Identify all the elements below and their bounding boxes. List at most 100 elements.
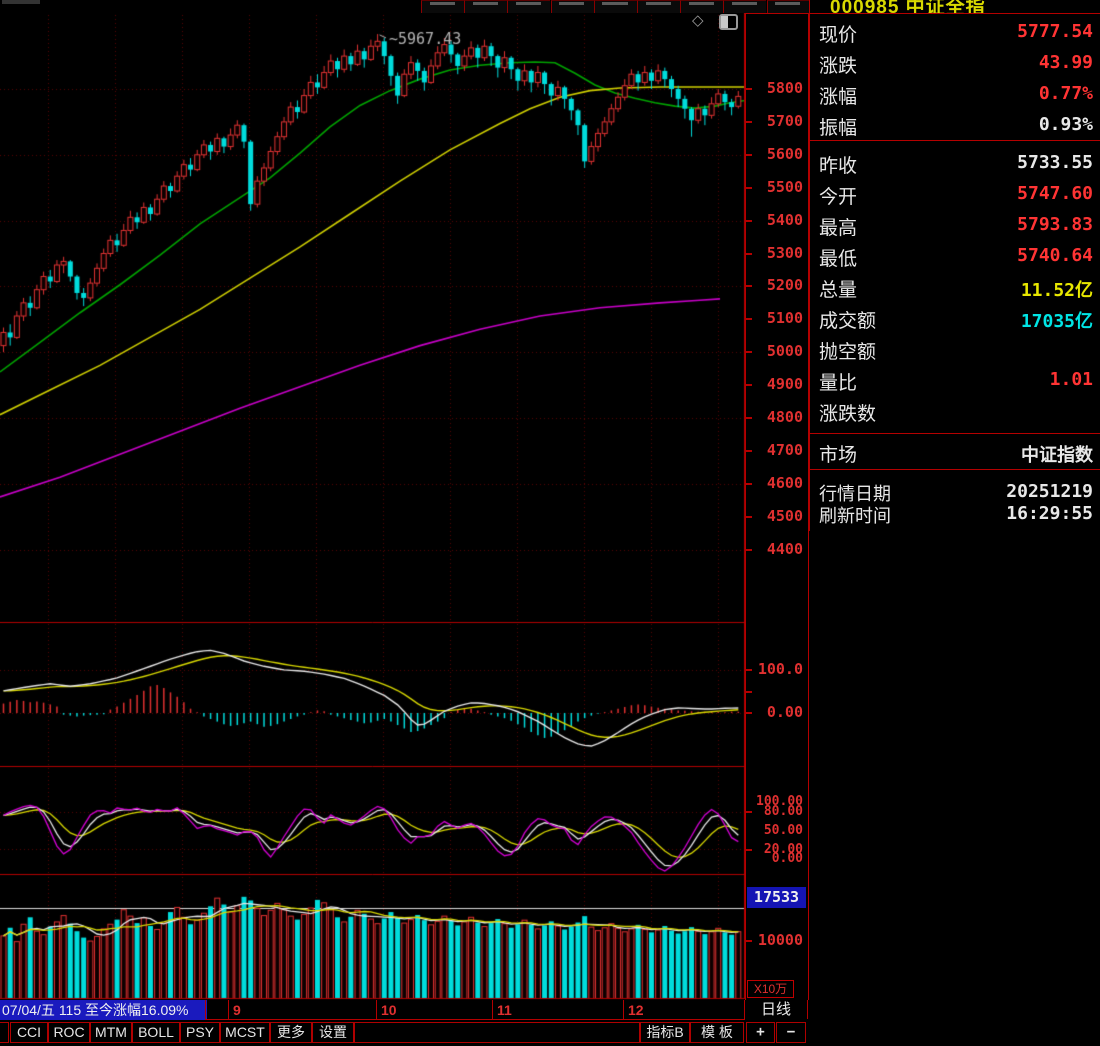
volume-tick-label: 10000 bbox=[757, 931, 803, 949]
quote-row-value: 0.93% bbox=[1038, 114, 1093, 135]
quote-info-value: 20251219 bbox=[1006, 481, 1093, 502]
toolbar-tab-roc[interactable]: ROC bbox=[48, 1022, 90, 1043]
zoom-out-button[interactable]: − bbox=[776, 1022, 806, 1043]
menu-tab-label-cutoff bbox=[515, 2, 542, 5]
quote-row-value: 5777.54 bbox=[1017, 21, 1093, 42]
toolbar-tab-更多[interactable]: 更多 bbox=[270, 1022, 312, 1043]
quote-row-value: 5733.55 bbox=[1017, 152, 1093, 173]
month-cell: 12 bbox=[623, 1000, 745, 1020]
menu-tab-label-cutoff bbox=[559, 2, 585, 5]
quote-row-label: 最高 bbox=[819, 218, 858, 239]
menu-tab[interactable] bbox=[507, 0, 551, 13]
price-tick-label: 5700 bbox=[766, 111, 803, 130]
price-tick-dash bbox=[746, 186, 752, 189]
quote-row-label: 涨跌 bbox=[819, 56, 858, 77]
menu-tab-label-cutoff bbox=[602, 2, 628, 5]
price-tick-dash bbox=[746, 548, 752, 551]
menu-tab-label-cutoff bbox=[472, 2, 498, 5]
quote-row-value: 5793.83 bbox=[1017, 214, 1093, 235]
quote-row: 成交额 17035亿 bbox=[810, 301, 1100, 332]
quote-row-value: 17035亿 bbox=[1020, 311, 1093, 332]
split-view-icon[interactable] bbox=[719, 14, 738, 30]
menu-tab[interactable] bbox=[723, 0, 767, 13]
quote-info-row: 行情日期 20251219 bbox=[810, 479, 1100, 504]
quote-row-value: 5740.64 bbox=[1017, 245, 1093, 266]
menu-tab[interactable] bbox=[680, 0, 724, 13]
price-tick-dash bbox=[746, 120, 752, 123]
quote-row: 涨跌 43.99 bbox=[810, 46, 1100, 77]
menu-tab-label-cutoff bbox=[775, 2, 801, 5]
indicator-b-button[interactable]: 指标B bbox=[640, 1022, 690, 1043]
price-tick-dash bbox=[746, 318, 752, 321]
price-tick-label: 5100 bbox=[766, 309, 803, 328]
menu-tab[interactable] bbox=[637, 0, 680, 13]
macd-tick-label: 0.00 bbox=[766, 703, 803, 721]
toolbar-tab-boll[interactable]: BOLL bbox=[132, 1022, 180, 1043]
toolbar-tab-cutoff[interactable] bbox=[0, 1022, 9, 1043]
price-tick-label: 5200 bbox=[766, 276, 803, 295]
menu-tab[interactable] bbox=[593, 0, 637, 13]
month-cell: 11 bbox=[492, 1000, 624, 1020]
quote-row-label: 量比 bbox=[819, 373, 858, 394]
menu-tab-label-cutoff bbox=[429, 2, 455, 5]
menu-tab[interactable] bbox=[421, 0, 464, 13]
macd-tick-dash bbox=[746, 712, 752, 714]
menu-tab[interactable] bbox=[766, 0, 810, 13]
menu-tab[interactable] bbox=[464, 0, 508, 13]
quote-row-label: 昨收 bbox=[819, 156, 858, 177]
quote-title-clip: 000985 中证全指 bbox=[810, 0, 1100, 13]
toolbar-tab-mtm[interactable]: MTM bbox=[90, 1022, 132, 1043]
toolbar-tab-psy[interactable]: PSY bbox=[180, 1022, 220, 1043]
quote-info-value: 16:29:55 bbox=[1006, 503, 1093, 524]
template-button[interactable]: 模 板 bbox=[690, 1022, 744, 1043]
quote-row-value: 43.99 bbox=[1038, 52, 1093, 73]
kdj-tick-dash bbox=[746, 811, 752, 813]
kdj-tick-label: 80.00 bbox=[763, 804, 803, 819]
price-tick-label: 5400 bbox=[766, 210, 803, 229]
month-label: 11 bbox=[497, 1002, 512, 1018]
price-tick-label: 4600 bbox=[766, 473, 803, 492]
price-tick-dash bbox=[746, 449, 752, 452]
price-tick-label: 5000 bbox=[766, 342, 803, 361]
month-cell: 10 bbox=[376, 1000, 493, 1020]
quote-row-value: 0.77% bbox=[1038, 83, 1093, 104]
menu-tab[interactable] bbox=[550, 0, 594, 13]
kdj-tick-label: 100.00 bbox=[756, 794, 803, 809]
price-tick-dash bbox=[746, 482, 752, 485]
price-tick-dash bbox=[746, 515, 752, 518]
zoom-in-button[interactable]: + bbox=[746, 1022, 775, 1043]
toolbar-tab-mcst[interactable]: MCST bbox=[220, 1022, 270, 1043]
month-label: 10 bbox=[381, 1002, 397, 1018]
toolbar-tab-设置[interactable]: 设置 bbox=[312, 1022, 354, 1043]
price-tick-dash bbox=[746, 153, 752, 156]
toolbar-spacer bbox=[354, 1022, 640, 1043]
quote-row-value: 1.01 bbox=[1049, 369, 1093, 390]
macd-tick-dash bbox=[746, 691, 752, 693]
quote-row-label: 总量 bbox=[819, 280, 858, 301]
volume-tick-dash bbox=[746, 940, 752, 942]
date-axis-row: 07/04/五 115 至今涨幅16.09% 9 10 11 12 日线 bbox=[0, 1000, 808, 1020]
range-summary-cell[interactable]: 07/04/五 115 至今涨幅16.09% bbox=[0, 1000, 207, 1020]
quote-info-row: 刷新时间 16:29:55 bbox=[810, 501, 1100, 526]
quote-row: 涨幅 0.77% bbox=[810, 77, 1100, 108]
quote-row: 抛空额 bbox=[810, 332, 1100, 363]
menu-tab-label-cutoff bbox=[645, 2, 671, 5]
price-tick-dash bbox=[746, 88, 752, 90]
volume-unit-label: X10万 bbox=[747, 980, 794, 998]
price-axis-column: 17533 X10万 5800 5700 5600 5500 5400 5300 5200 5… bbox=[745, 13, 809, 1000]
quote-row-label: 涨幅 bbox=[819, 87, 858, 108]
kdj-tick-dash bbox=[746, 849, 752, 851]
diamond-marker-icon[interactable]: ◇ bbox=[692, 12, 704, 29]
quote-row-label: 振幅 bbox=[819, 118, 858, 139]
candlestick-chart-canvas[interactable] bbox=[0, 13, 745, 1000]
quote-row: 今开 5747.60 bbox=[810, 177, 1100, 208]
price-tick-label: 5800 bbox=[766, 79, 803, 97]
quote-row-value: 11.52亿 bbox=[1020, 280, 1093, 301]
quote-panel: 000985 中证全指 现价 5777.54 涨跌 43.99 涨幅 0.77% 振幅 0.9… bbox=[809, 0, 1100, 531]
quote-row-label: 现价 bbox=[819, 25, 858, 46]
window-corner-icon bbox=[2, 0, 40, 4]
month-label: 12 bbox=[628, 1002, 644, 1018]
period-daily-button[interactable]: 日线 bbox=[744, 1000, 808, 1019]
toolbar-tab-cci[interactable]: CCI bbox=[10, 1022, 48, 1043]
